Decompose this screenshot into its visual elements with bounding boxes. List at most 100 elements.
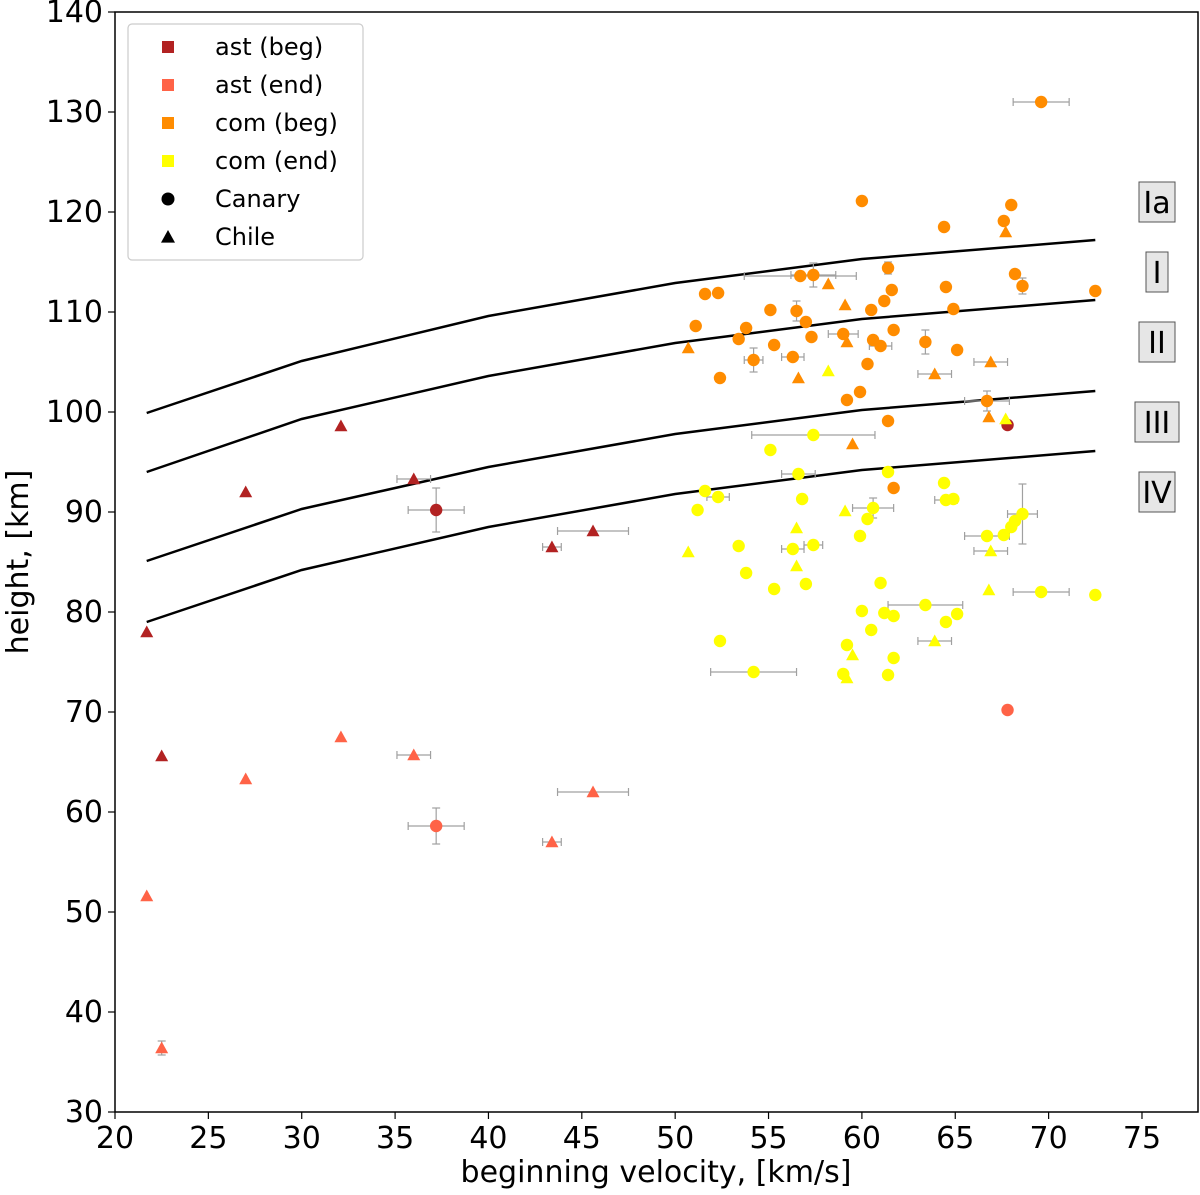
data-point-com-end <box>881 668 895 682</box>
plot-frame <box>114 11 1199 1113</box>
data-point-com-end <box>795 492 809 506</box>
curves-layer <box>146 238 1096 624</box>
data-point-com-end <box>691 503 704 517</box>
legend-marker-square <box>162 79 174 91</box>
data-point-ast-end <box>140 889 154 902</box>
data-point-com-beg <box>790 304 803 318</box>
x-tick-label: 55 <box>749 1121 787 1156</box>
data-point-com-end <box>881 465 895 479</box>
data-point-com-end <box>840 671 854 684</box>
data-point-com-beg <box>887 323 900 337</box>
data-point-com-end <box>713 634 727 648</box>
data-point-com-beg <box>984 355 998 368</box>
y-tick-label: 30 <box>65 1095 103 1130</box>
data-point-ast-end <box>429 819 443 833</box>
data-point-com-beg <box>950 343 964 357</box>
curve-III <box>146 389 1096 563</box>
data-point-com-beg <box>928 367 942 380</box>
x-tick-label: 75 <box>1123 1121 1161 1156</box>
data-point-com-beg <box>1005 198 1018 212</box>
data-point-com-beg <box>791 371 805 384</box>
data-point-com-end <box>767 582 781 596</box>
data-point-com-beg <box>681 341 695 354</box>
data-point-com-beg <box>1016 279 1029 293</box>
x-tick-label: 60 <box>843 1121 881 1156</box>
data-point-com-beg <box>980 394 994 408</box>
legend-label: Chile <box>215 223 275 251</box>
data-point-com-beg <box>874 339 887 353</box>
region-label: III <box>1144 406 1171 441</box>
data-point-com-beg <box>937 220 951 234</box>
data-point-com-end <box>887 609 900 623</box>
region-label-box <box>1138 181 1176 223</box>
legend-label: com (end) <box>215 147 338 175</box>
data-point-com-beg <box>997 214 1011 228</box>
data-point-com-end <box>838 504 852 517</box>
data-point-com-end <box>846 648 860 661</box>
legend-marker-circle <box>161 192 175 206</box>
data-point-com-beg <box>919 335 932 349</box>
y-tick-label: 100 <box>46 395 103 430</box>
data-point-com-beg <box>764 303 777 317</box>
data-point-com-beg <box>1089 284 1102 298</box>
data-point-com-end <box>887 651 900 665</box>
data-point-com-beg <box>821 277 835 290</box>
data-point-com-beg <box>711 286 725 300</box>
region-label-box <box>1134 401 1180 443</box>
data-point-com-beg <box>840 393 854 407</box>
data-point-com-beg <box>698 287 712 301</box>
data-point-com-end <box>939 615 953 629</box>
data-point-com-end <box>1034 585 1048 599</box>
x-tick-label: 45 <box>563 1121 601 1156</box>
x-tick-label: 70 <box>1030 1121 1068 1156</box>
y-tick-label: 140 <box>46 0 103 30</box>
data-point-com-end <box>984 544 998 557</box>
data-point-ast-beg <box>407 472 421 485</box>
data-point-com-end <box>980 529 994 543</box>
data-point-com-beg <box>739 321 753 335</box>
data-point-ast-end <box>155 1041 169 1054</box>
legend-label: Canary <box>215 185 300 213</box>
y-tick-label: 120 <box>46 195 103 230</box>
data-point-com-beg <box>786 350 800 364</box>
y-tick-label: 80 <box>65 595 103 630</box>
data-point-com-end <box>997 528 1011 542</box>
data-point-com-beg <box>805 330 818 344</box>
data-point-com-end <box>874 576 887 590</box>
data-point-com-beg <box>881 414 895 428</box>
data-point-com-end <box>928 634 942 647</box>
data-point-com-end <box>1016 507 1029 521</box>
data-point-com-beg <box>689 319 702 333</box>
data-point-com-end <box>1089 588 1102 602</box>
data-point-com-beg <box>982 410 996 423</box>
data-point-com-end <box>799 577 813 591</box>
data-point-com-end <box>747 665 760 679</box>
x-axis-label: beginning velocity, [km/s] <box>461 1155 852 1190</box>
data-point-com-beg <box>732 332 745 346</box>
data-point-com-beg <box>1008 267 1022 281</box>
data-point-com-end <box>878 606 891 620</box>
data-point-com-end <box>807 428 820 442</box>
region-label: Ia <box>1143 186 1170 221</box>
data-point-com-beg <box>887 481 900 495</box>
legend-label: ast (end) <box>215 71 323 99</box>
data-point-com-beg <box>947 302 960 316</box>
data-point-com-beg <box>840 335 854 348</box>
y-tick-label: 130 <box>46 95 103 130</box>
data-point-com-beg <box>861 357 874 371</box>
data-point-com-end <box>792 467 805 481</box>
data-point-com-end <box>982 583 996 596</box>
data-point-ast-beg <box>334 419 348 432</box>
data-point-com-beg <box>939 280 953 294</box>
x-tick-label: 50 <box>656 1121 694 1156</box>
x-tick-label: 20 <box>96 1121 134 1156</box>
data-point-com-beg <box>881 261 895 275</box>
curve-I <box>146 238 1096 415</box>
y-tick-label: 110 <box>46 295 103 330</box>
data-point-com-beg <box>767 338 781 352</box>
data-point-com-beg <box>838 298 852 311</box>
legend-marker-square <box>162 41 174 53</box>
region-label: IV <box>1142 476 1172 511</box>
data-point-com-end <box>950 607 964 621</box>
